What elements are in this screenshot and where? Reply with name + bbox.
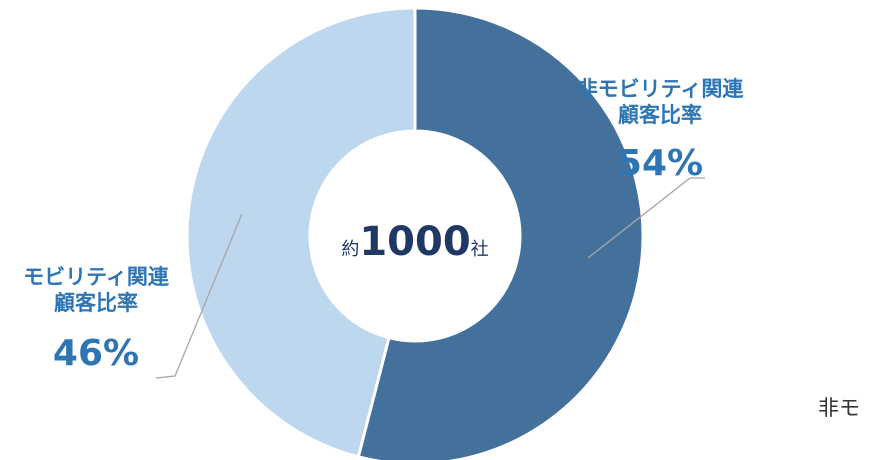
center-prefix: 約	[341, 239, 360, 260]
center-number: 1000	[359, 219, 471, 265]
donut-slice-1	[185, 6, 417, 459]
slice-category-mobility-line2: 顧客比率	[54, 291, 138, 316]
center-suffix: 社	[470, 239, 489, 260]
slice-label-mobility: モビリティ関連 顧客比率 46%	[0, 264, 201, 376]
leader-line-1	[155, 213, 243, 379]
donut-slice-0	[356, 6, 645, 460]
slice-category-non-mobility-line2: 顧客比率	[618, 103, 702, 128]
slice-category-non-mobility-line1: 非モビリティ関連	[576, 77, 744, 101]
slice-category-mobility-line1: モビリティ関連	[23, 265, 169, 289]
donut-slices	[185, 6, 645, 460]
leader-lines	[155, 177, 705, 379]
leader-line-0	[587, 177, 705, 259]
slice-value-mobility: 46%	[52, 332, 140, 374]
cropped-edge-text: 非モ	[818, 396, 860, 420]
center-label: 約1000社	[341, 219, 488, 265]
slice-label-non-mobility: 非モビリティ関連 顧客比率 54%	[546, 76, 774, 186]
slice-value-non-mobility: 54%	[616, 142, 704, 184]
